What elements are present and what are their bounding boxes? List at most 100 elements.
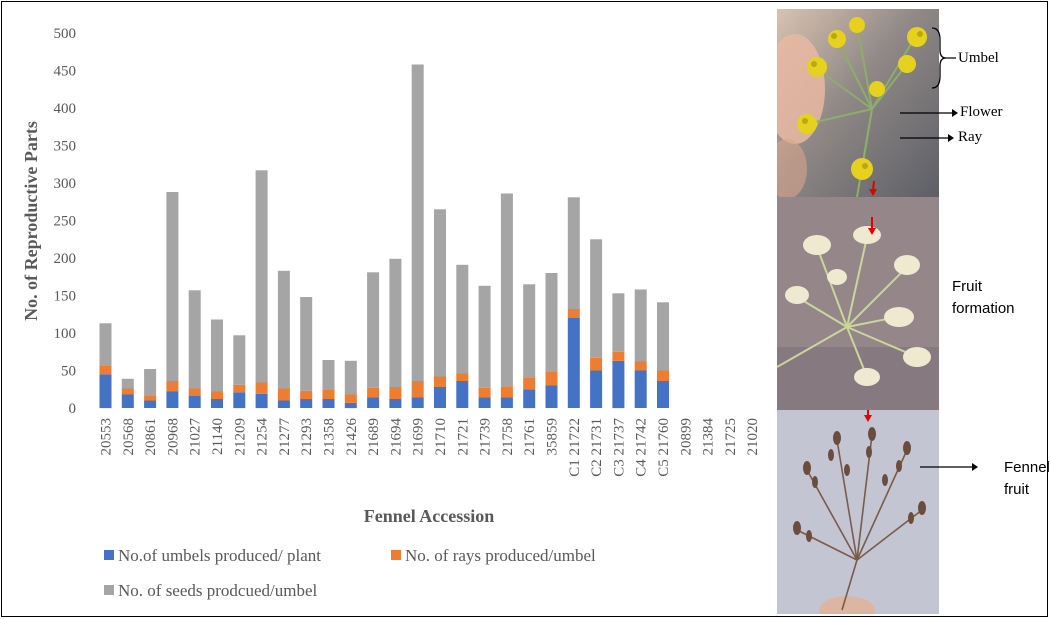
- fruit-formation-label: Fruit formation: [952, 278, 1015, 317]
- bar-segment-umbels: [233, 392, 246, 409]
- bar-segment-seeds: [255, 170, 268, 383]
- bar-segment-rays: [389, 387, 402, 399]
- umbel-brace: [931, 27, 947, 89]
- bar-segment-seeds: [300, 297, 313, 391]
- bar-segment-seeds: [434, 209, 446, 377]
- bar-segment-seeds: [411, 64, 424, 381]
- bar-segment-seeds: [634, 289, 647, 362]
- bar-segment-rays: [211, 391, 223, 399]
- bar-segment-rays: [121, 388, 134, 395]
- bar-segment-seeds: [99, 323, 112, 366]
- bar-segment-seeds: [456, 264, 469, 374]
- stacked-bar-chart: No. of Reproductive Parts Fennel Accessi…: [21, 26, 762, 600]
- x-tick-label: C3 21737: [611, 418, 627, 477]
- bar-segment-seeds: [612, 293, 625, 352]
- fennel-fruit-label: Fennel fruit: [1004, 459, 1050, 498]
- bar-segment-umbels: [144, 400, 157, 408]
- x-tick-label: 21358: [322, 418, 338, 456]
- bar-segment-seeds: [590, 239, 603, 358]
- y-axis-ticks: 0 50 100 150 200 250 300 350 400 450 500: [54, 26, 77, 417]
- bar-segment-rays: [411, 381, 424, 398]
- y-tick-label: 500: [54, 26, 77, 42]
- bar-segment-seeds: [500, 193, 513, 387]
- bar-segment-rays: [344, 394, 357, 403]
- bar-segment-rays: [478, 387, 491, 398]
- x-axis-title: Fennel Accession: [364, 506, 495, 526]
- bar-segment-seeds: [233, 335, 246, 385]
- bar-segment-rays: [590, 357, 603, 371]
- bar-segment-seeds: [188, 290, 201, 389]
- bar-segment-seeds: [144, 369, 157, 396]
- legend-swatch-rays: [391, 550, 401, 560]
- bar-segment-umbels: [188, 396, 201, 408]
- bar-segment-rays: [99, 365, 112, 375]
- legend-swatch-umbels: [104, 550, 114, 560]
- bar-segment-seeds: [344, 360, 357, 395]
- bar-segment-umbels: [500, 397, 513, 408]
- x-tick-label: 21277: [277, 418, 293, 456]
- legend-label-seeds: No. of seeds prodcued/umbel: [118, 581, 318, 600]
- bar-segment-umbels: [389, 399, 402, 408]
- x-tick-label: C4 21742: [634, 418, 650, 477]
- y-tick-label: 200: [54, 251, 77, 267]
- bar-segment-seeds: [121, 378, 134, 389]
- bar-segment-umbels: [211, 399, 223, 408]
- bar-segment-umbels: [411, 397, 424, 408]
- umbel-illustration: [777, 9, 939, 197]
- bar-segment-umbels: [344, 402, 357, 409]
- x-tick-label: 21758: [500, 418, 516, 456]
- umbel-photo: [777, 9, 939, 197]
- bar-segment-umbels: [567, 318, 580, 408]
- bar-segment-umbels: [456, 381, 469, 408]
- bar-segment-umbels: [478, 397, 491, 408]
- photo-annotations: [900, 27, 978, 471]
- x-tick-label: 21710: [433, 418, 449, 456]
- legend: No.of umbels produced/ plant No. of rays…: [104, 546, 596, 600]
- x-tick-label: 21761: [522, 418, 538, 456]
- bar-segment-rays: [166, 381, 179, 392]
- x-tick-label: 21694: [388, 418, 404, 456]
- x-tick-label: 21689: [366, 418, 382, 456]
- bar-segment-seeds: [657, 302, 669, 371]
- bar-segment-umbels: [657, 381, 669, 408]
- bar-segment-umbels: [255, 393, 268, 409]
- bar-segment-umbels: [434, 387, 446, 408]
- bar-segment-umbels: [523, 389, 536, 409]
- bar-segment-rays: [188, 388, 201, 396]
- bar-segment-rays: [545, 372, 558, 386]
- x-axis-ticks: 20553 20568 20861 20968 21027 21140 21209 21254…: [99, 418, 762, 477]
- x-tick-label: 21293: [299, 418, 315, 456]
- fennel-fruit-photo: [777, 410, 939, 614]
- bar-segment-rays: [523, 377, 536, 390]
- bar-segment-seeds: [277, 270, 290, 389]
- bar-segment-rays: [500, 386, 513, 398]
- bar-segment-umbels: [277, 400, 290, 408]
- bar-segment-rays: [277, 388, 290, 401]
- x-tick-label: 21384: [701, 418, 717, 456]
- bar-segment-umbels: [612, 360, 625, 409]
- bar-segment-rays: [255, 382, 268, 394]
- bar-segment-umbels: [545, 385, 558, 408]
- bar-segment-seeds: [545, 273, 558, 372]
- x-tick-label: 21020: [745, 418, 761, 456]
- x-tick-label: 20899: [678, 418, 694, 456]
- fruit-formation-photo: [777, 197, 939, 410]
- bar-segment-rays: [367, 387, 380, 398]
- x-tick-label: 21725: [723, 418, 739, 456]
- bar-segment-rays: [634, 361, 647, 371]
- bar-segment-umbels: [166, 391, 179, 408]
- bars: [99, 64, 669, 409]
- legend-label-rays: No. of rays produced/umbel: [405, 546, 596, 565]
- x-tick-label: C5 21760: [656, 418, 672, 477]
- bar-segment-seeds: [322, 360, 335, 390]
- ray-label: Ray: [958, 129, 983, 145]
- bar-segment-rays: [456, 373, 469, 381]
- flower-label: Flower: [960, 104, 1003, 120]
- bar-segment-rays: [434, 376, 446, 387]
- x-tick-label: 35859: [545, 418, 561, 456]
- bar-segment-seeds: [567, 197, 580, 310]
- x-tick-label: 20568: [121, 418, 137, 456]
- legend-swatch-seeds: [104, 585, 114, 595]
- bar-segment-rays: [657, 370, 669, 381]
- bar-segment-rays: [567, 309, 580, 318]
